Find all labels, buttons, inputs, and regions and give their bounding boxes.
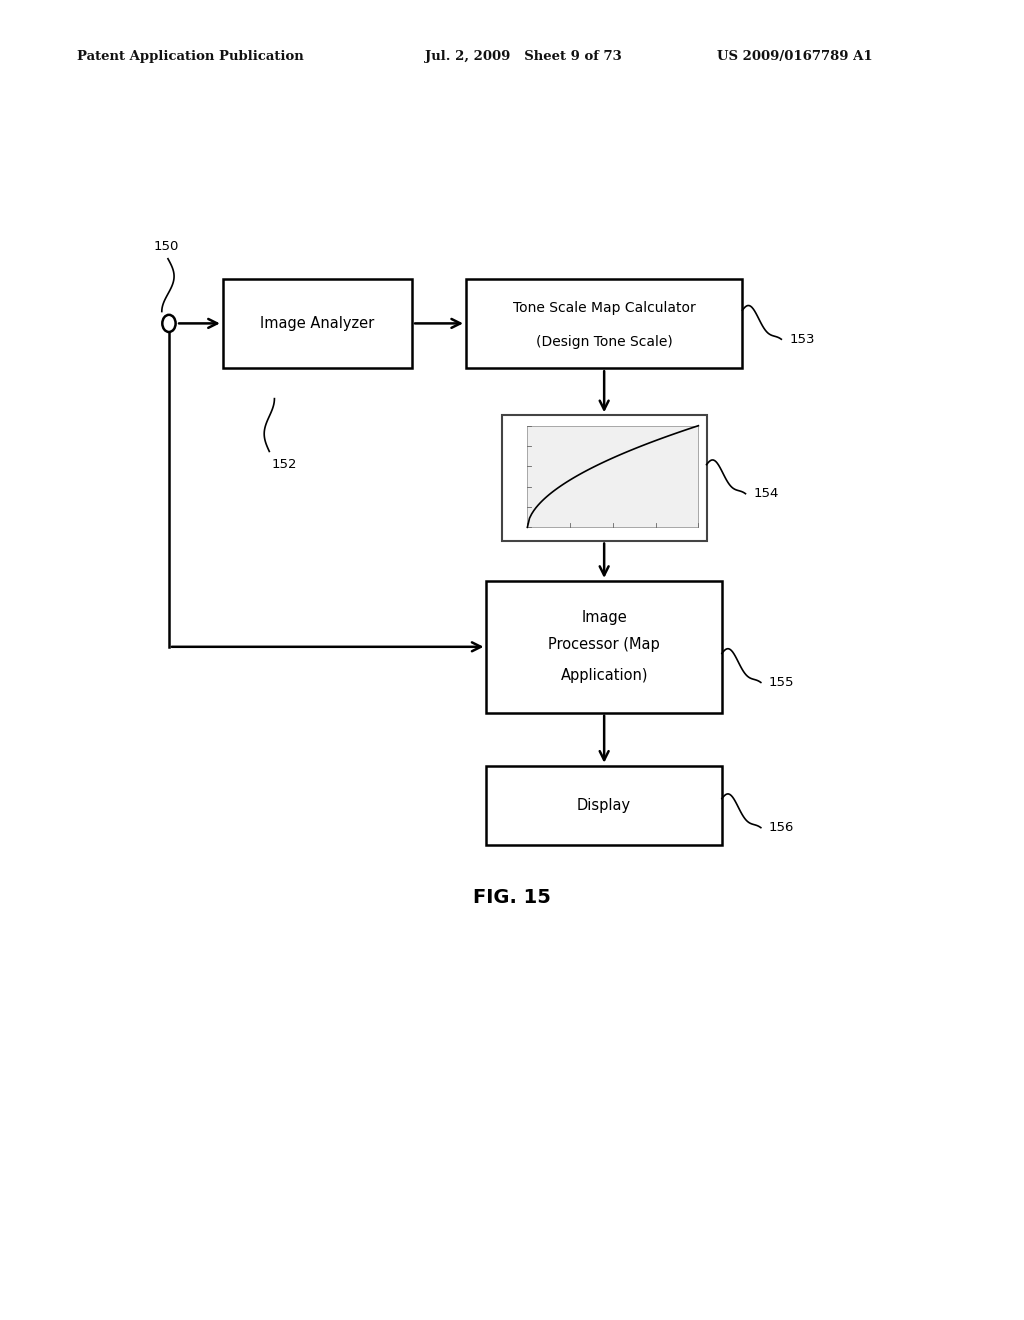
Bar	[502, 414, 707, 541]
Text: Tone Scale Map Calculator: Tone Scale Map Calculator	[513, 301, 695, 314]
Text: 152: 152	[271, 458, 297, 471]
Bar	[223, 279, 412, 368]
Bar	[486, 581, 722, 713]
Text: 154: 154	[754, 487, 779, 500]
Text: (Design Tone Scale): (Design Tone Scale)	[536, 335, 673, 348]
Text: 150: 150	[154, 240, 179, 253]
Text: Application): Application)	[560, 668, 648, 684]
Text: Jul. 2, 2009   Sheet 9 of 73: Jul. 2, 2009 Sheet 9 of 73	[425, 50, 622, 63]
Text: FIG. 15: FIG. 15	[473, 888, 551, 907]
Text: Display: Display	[578, 797, 631, 813]
Text: Processor (Map: Processor (Map	[548, 636, 660, 652]
Text: Patent Application Publication: Patent Application Publication	[77, 50, 303, 63]
Bar	[466, 279, 742, 368]
Bar	[527, 425, 698, 527]
Text: US 2009/0167789 A1: US 2009/0167789 A1	[717, 50, 872, 63]
Text: 153: 153	[790, 333, 815, 346]
Text: 155: 155	[769, 676, 795, 689]
Text: 156: 156	[769, 821, 795, 834]
Text: Image: Image	[582, 610, 627, 626]
Bar	[486, 766, 722, 845]
Text: Image Analyzer: Image Analyzer	[260, 315, 375, 331]
